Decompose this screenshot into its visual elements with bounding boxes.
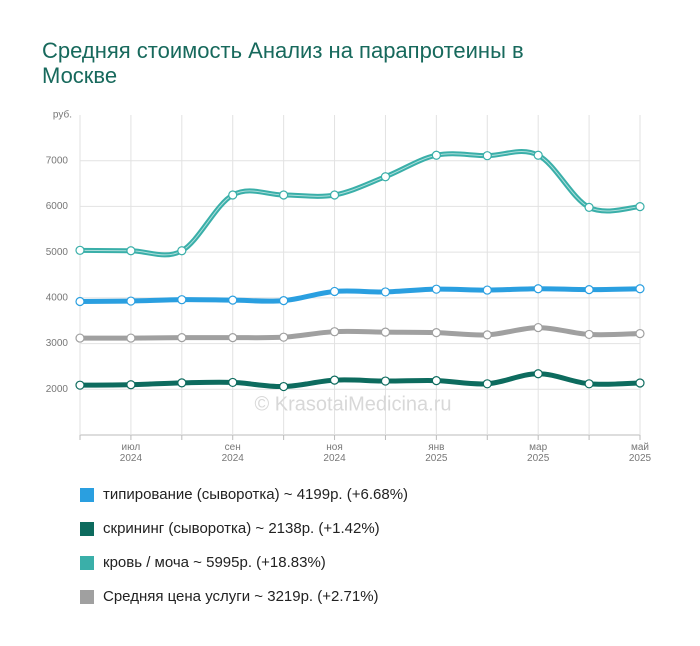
point [380,172,391,182]
x-tick-label: мар 2025 [527,442,550,464]
line [77,286,643,305]
point [431,376,441,386]
point [584,379,594,389]
point [380,287,391,297]
point [279,190,289,200]
point [177,378,187,388]
y-tick-label: 4000 [46,292,69,303]
point [533,284,543,294]
point [431,284,441,294]
x-tick-label: июл 2024 [119,442,143,464]
x-tick-label: янв 2025 [425,442,448,464]
point [635,284,645,294]
legend-item: кровь / моча ~ 5995р. (+18.83%) [80,554,326,571]
point [279,296,289,306]
y-tick-label: 7000 [46,155,69,166]
point [228,190,238,200]
line [77,371,643,390]
point [533,369,543,379]
legend-swatch [80,589,94,604]
point [482,285,492,295]
point [635,328,645,339]
legend-label: Средняя цена услуги ~ 3219р. (+2.71%) [103,588,379,605]
point [75,245,85,255]
legend-swatch [80,487,94,502]
legend-label: кровь / моча ~ 5995р. (+18.83%) [103,554,326,571]
watermark: © KrasotaiMedicina.ru [254,393,451,415]
x-tick-label: сен 2024 [221,442,244,464]
x-tick-label: ноя 2024 [323,442,346,464]
point [482,330,492,340]
point [177,295,187,305]
point [431,328,441,338]
y-axis-label: руб. [53,109,72,121]
point [228,377,238,388]
chart-title: Средняя стоимость Анализ на парапротеины… [42,38,524,88]
point [533,150,543,160]
point [126,296,136,306]
point [75,296,85,307]
y-tick-label: 5000 [46,247,69,258]
point [635,378,645,388]
legend-swatch [80,521,94,536]
line-inner [79,151,641,256]
legend-label: скрининг (сыворотка) ~ 2138р. (+1.42%) [103,520,380,537]
point [279,381,289,392]
point [228,333,238,343]
y-tick-label: 3000 [46,338,69,349]
legend-item: скрининг (сыворотка) ~ 2138р. (+1.42%) [80,520,380,537]
x-tick-label: май 2025 [628,442,652,464]
legend-swatch [80,555,94,570]
point [279,332,289,342]
point [380,376,391,386]
point [380,327,391,337]
legend-item: типирование (сыворотка) ~ 4199р. (+6.68%… [80,486,408,503]
point [126,246,136,256]
point [329,190,340,200]
line [77,149,643,258]
point [584,329,594,340]
point [431,150,441,160]
point [482,379,492,389]
point [126,380,136,390]
point [75,333,85,343]
point [584,285,594,295]
line [77,325,643,341]
point [533,322,543,333]
legend-item: Средняя цена услуги ~ 3219р. (+2.71%) [80,588,379,605]
y-tick-label: 2000 [46,384,69,395]
point [177,246,187,256]
point [228,295,238,305]
y-tick-label: 6000 [46,201,69,212]
point [584,202,594,212]
point [635,202,645,212]
point [482,151,492,161]
point [75,380,85,390]
point [126,333,136,343]
legend-label: типирование (сыворотка) ~ 4199р. (+6.68%… [103,486,409,503]
point [329,327,340,337]
point [329,375,340,385]
point [329,286,340,297]
point [177,333,187,343]
